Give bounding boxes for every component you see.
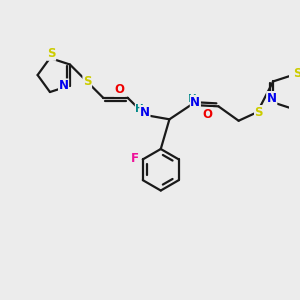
Text: O: O — [202, 108, 213, 121]
Text: S: S — [47, 47, 56, 60]
Text: N: N — [58, 79, 69, 92]
Text: O: O — [115, 83, 125, 96]
Text: N: N — [190, 95, 200, 109]
Text: F: F — [131, 152, 139, 165]
Text: N: N — [140, 106, 150, 118]
Text: H: H — [188, 94, 197, 103]
Text: H: H — [135, 103, 144, 114]
Text: S: S — [83, 75, 92, 88]
Text: N: N — [267, 92, 277, 105]
Text: S: S — [293, 67, 300, 80]
Text: S: S — [255, 106, 263, 118]
